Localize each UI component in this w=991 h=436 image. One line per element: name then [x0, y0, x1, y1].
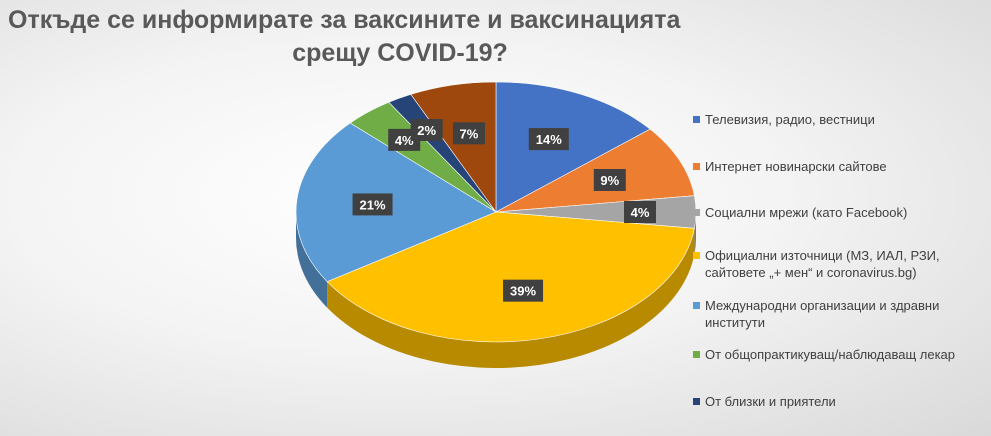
pie-side-официални-източници-мз-иал-рзи-сайтовете-мен-и-coronavirus-bg — [327, 228, 695, 368]
data-label-text: 7% — [460, 126, 479, 141]
data-label-box — [624, 201, 656, 223]
data-label-box — [410, 118, 443, 141]
chart-title-line-1: Откъде се информирате за ваксините и вак… — [8, 6, 681, 34]
data-label-text: 4% — [631, 205, 650, 220]
data-label-box — [503, 279, 544, 302]
legend-label-line: Интернет новинарски сайтове — [705, 159, 887, 174]
legend-label-line: институти — [705, 315, 765, 330]
data-label-официални-източници-мз-иал-рзи-сайтовете-мен-и-coronavirus-bg: 39% — [503, 279, 544, 302]
data-label-телевизия-радио-вестници: 14% — [528, 128, 569, 151]
legend-label-line: От общопрактикуващ/наблюдаващ лекар — [705, 347, 955, 362]
pie-slice-телевизия-радио-вестници — [495, 81, 651, 213]
data-label-text: 39% — [510, 284, 536, 299]
legend-swatch — [693, 252, 700, 259]
data-label-text: 21% — [360, 197, 386, 212]
pie-slice-slice-7 — [410, 81, 497, 213]
legend-item: От общопрактикуващ/наблюдаващ лекар — [693, 346, 985, 363]
data-label-box — [593, 168, 626, 191]
legend-item: Международни организации и здравни инстит… — [693, 297, 985, 331]
data-label-box — [452, 122, 485, 145]
legend-swatch — [693, 351, 700, 358]
data-label-box — [528, 128, 569, 151]
legend-label: Интернет новинарски сайтове — [693, 158, 985, 175]
pie-side-международни-организации-и-здравни-институти — [296, 212, 328, 308]
legend-label: От общопрактикуващ/наблюдаващ лекар — [693, 346, 985, 363]
legend-label-line: Социални мрежи (като Facebook) — [705, 205, 908, 220]
data-label-социални-мрежи-като-facebook: 4% — [624, 201, 656, 223]
data-label-slice-7: 7% — [452, 122, 485, 145]
legend-item: Социални мрежи (като Facebook) — [693, 204, 985, 221]
legend-label-line: Официални източници (МЗ, ИАЛ, РЗИ, — [705, 248, 940, 263]
legend-label: Социални мрежи (като Facebook) — [693, 204, 985, 221]
legend-swatch — [693, 209, 700, 216]
legend-label-line: сайтовете „+ мен“ и coronavirus.bg) — [705, 265, 917, 280]
legend-label: Официални източници (МЗ, ИАЛ, РЗИ, сайтов… — [693, 247, 985, 281]
legend-label-line: Международни организации и здравни — [705, 298, 940, 313]
legend-item: Интернет новинарски сайтове — [693, 158, 985, 175]
legend-item: Телевизия, радио, вестници — [693, 111, 985, 128]
legend-swatch — [693, 302, 700, 309]
data-label-box — [352, 193, 393, 216]
data-label-text: 4% — [395, 133, 414, 148]
legend-label: От близки и приятели — [693, 393, 985, 410]
legend-swatch — [693, 163, 700, 170]
pie-top-layer — [295, 81, 697, 343]
legend-label: Телевизия, радио, вестници — [693, 111, 985, 128]
legend-label-line: Телевизия, радио, вестници — [705, 112, 875, 127]
legend-label-line: От близки и приятели — [705, 394, 836, 409]
pie-slice-официални-източници-мз-иал-рзи-сайтовете-мен-и-coronavirus-bg — [326, 211, 695, 343]
legend-item: От близки и приятели — [693, 393, 985, 410]
data-label-международни-организации-и-здравни-институти: 21% — [352, 193, 393, 216]
data-label-интернет-новинарски-сайтове: 9% — [593, 168, 626, 191]
data-label-text: 9% — [600, 173, 619, 188]
legend-label: Международни организации и здравни инстит… — [693, 297, 985, 331]
pie-slice-международни-организации-и-здравни-институти — [295, 122, 497, 283]
pie-labels-layer: 14%9%4%39%21%4%2% 7% — [352, 118, 656, 302]
chart-title-line-2: срещу COVID-19? — [292, 39, 508, 67]
chart-title: Откъде се информирате за ваксините и вак… — [0, 4, 760, 70]
legend-swatch — [693, 398, 700, 405]
data-label-text: 2% — [417, 123, 436, 138]
legend-item: Официални източници (МЗ, ИАЛ, РЗИ, сайтов… — [693, 247, 985, 281]
legend-swatch — [693, 116, 700, 123]
data-label-от-близки-и-приятели: 2% — [410, 118, 443, 141]
data-label-text: 14% — [536, 132, 562, 147]
